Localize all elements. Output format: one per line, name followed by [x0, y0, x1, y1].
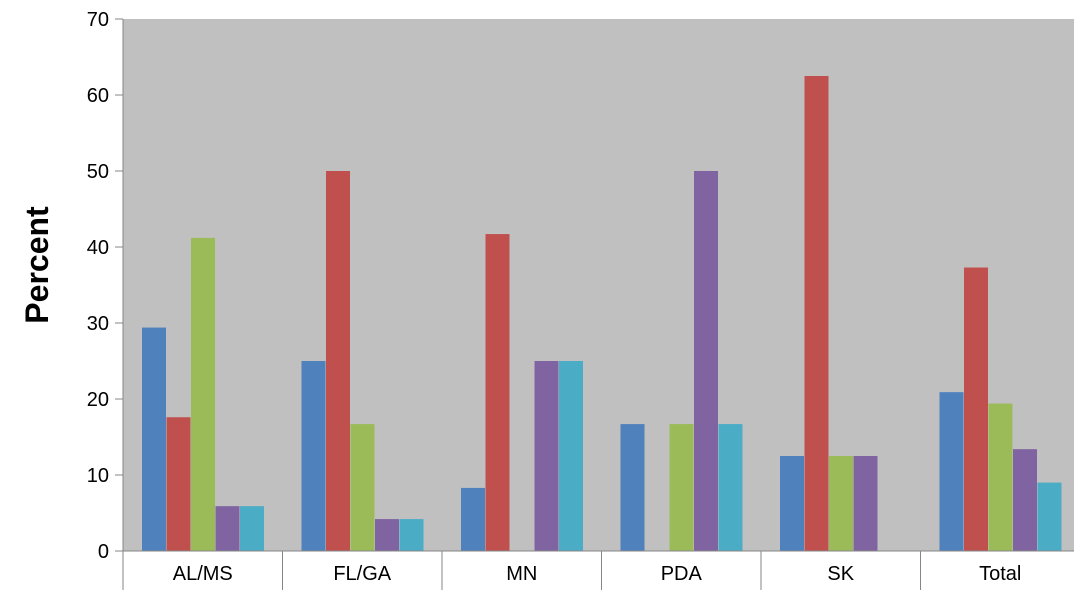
- bar-sk-series-1: [780, 456, 804, 551]
- y-axis: 0 10 20 30 40 50 60 70: [87, 9, 124, 563]
- bar-fl-ga-series-5: [399, 519, 424, 551]
- x-axis: AL/MS FL/GA MN PDA SK Total: [122, 550, 1074, 590]
- bar-fl-ga-series-3: [350, 424, 375, 551]
- y-tick-label: 40: [87, 237, 109, 259]
- y-tick-label: 70: [87, 9, 109, 31]
- x-tick-label: SK: [827, 563, 854, 585]
- bar-total-series-3: [988, 403, 1013, 551]
- bar-total-series-4: [1013, 449, 1037, 551]
- bar-al-ms-series-5: [240, 506, 264, 551]
- bar-fl-ga-series-4: [375, 519, 399, 551]
- y-axis-label: Percent: [19, 206, 55, 324]
- bar-sk-series-2: [804, 76, 829, 551]
- bar-sk-series-3: [829, 456, 853, 551]
- bar-total-series-1: [939, 392, 964, 551]
- bar-total-series-2: [964, 267, 988, 551]
- y-tick-label: 20: [87, 389, 109, 411]
- x-tick-label: Total: [979, 563, 1021, 585]
- bar-fl-ga-series-2: [326, 171, 350, 551]
- bar-total-series-5: [1037, 482, 1062, 551]
- y-tick-label: 50: [87, 161, 109, 183]
- x-tick-label: FL/GA: [333, 563, 391, 585]
- bars: [142, 76, 1062, 551]
- plot-area: [123, 19, 1074, 551]
- bar-mn-series-4: [534, 361, 559, 551]
- bar-sk-series-4: [853, 456, 878, 551]
- bar-al-ms-series-2: [166, 417, 191, 551]
- y-tick-label: 60: [87, 85, 109, 107]
- x-tick-label: PDA: [661, 563, 703, 585]
- x-tick-label: AL/MS: [173, 563, 233, 585]
- bar-al-ms-series-1: [142, 327, 166, 551]
- bar-mn-series-1: [461, 487, 485, 551]
- bar-mn-series-2: [485, 234, 510, 551]
- x-tick-label: MN: [506, 563, 537, 585]
- bar-al-ms-series-4: [215, 506, 240, 551]
- y-tick-label: 10: [87, 465, 109, 487]
- bar-pda-series-4: [694, 171, 718, 551]
- y-tick-label: 30: [87, 313, 109, 335]
- bar-fl-ga-series-1: [301, 361, 326, 551]
- bar-pda-series-3: [669, 424, 694, 551]
- bar-pda-series-5: [718, 424, 743, 551]
- bar-al-ms-series-3: [191, 237, 215, 551]
- y-tick-label: 0: [98, 541, 109, 563]
- bar-pda-series-1: [620, 424, 645, 551]
- bar-mn-series-5: [559, 361, 583, 551]
